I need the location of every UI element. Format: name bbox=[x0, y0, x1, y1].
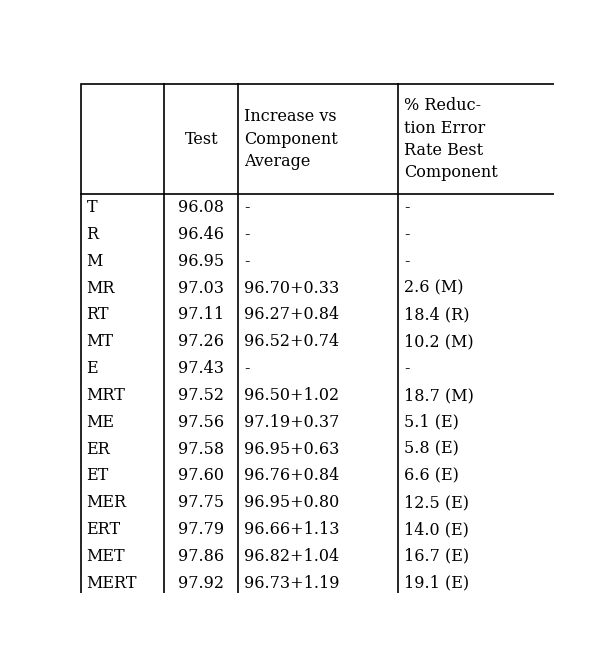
Text: 19.1 (E): 19.1 (E) bbox=[404, 575, 469, 591]
Text: 18.4 (R): 18.4 (R) bbox=[404, 306, 469, 324]
Text: T: T bbox=[86, 199, 97, 216]
Text: 97.19+0.37: 97.19+0.37 bbox=[244, 414, 339, 431]
Text: 96.50+1.02: 96.50+1.02 bbox=[244, 387, 339, 404]
Text: M: M bbox=[86, 253, 103, 270]
Text: -: - bbox=[244, 253, 249, 270]
Text: 96.73+1.19: 96.73+1.19 bbox=[244, 575, 339, 591]
Text: R: R bbox=[86, 226, 99, 243]
Text: ER: ER bbox=[86, 441, 110, 458]
Text: Increase vs
Component
Average: Increase vs Component Average bbox=[244, 109, 338, 170]
Text: Test: Test bbox=[185, 131, 218, 148]
Text: E: E bbox=[86, 360, 98, 377]
Text: 16.7 (E): 16.7 (E) bbox=[404, 548, 469, 565]
Text: 97.11: 97.11 bbox=[178, 306, 224, 324]
Text: MT: MT bbox=[86, 333, 113, 350]
Text: 96.82+1.04: 96.82+1.04 bbox=[244, 548, 339, 565]
Text: ET: ET bbox=[86, 468, 109, 484]
Text: 2.6 (M): 2.6 (M) bbox=[404, 280, 463, 296]
Text: 96.95+0.80: 96.95+0.80 bbox=[244, 494, 339, 511]
Text: -: - bbox=[244, 199, 249, 216]
Text: 97.26: 97.26 bbox=[179, 333, 224, 350]
Text: 14.0 (E): 14.0 (E) bbox=[404, 521, 469, 538]
Text: MR: MR bbox=[86, 280, 115, 296]
Text: % Reduc-
tion Error
Rate Best
Component: % Reduc- tion Error Rate Best Component bbox=[404, 97, 498, 181]
Text: 96.08: 96.08 bbox=[179, 199, 224, 216]
Text: 97.75: 97.75 bbox=[178, 494, 224, 511]
Text: -: - bbox=[244, 360, 249, 377]
Text: 97.03: 97.03 bbox=[179, 280, 224, 296]
Text: MER: MER bbox=[86, 494, 127, 511]
Text: 5.1 (E): 5.1 (E) bbox=[404, 414, 459, 431]
Text: 96.70+0.33: 96.70+0.33 bbox=[244, 280, 339, 296]
Text: MET: MET bbox=[86, 548, 125, 565]
Text: 97.52: 97.52 bbox=[179, 387, 224, 404]
Text: 97.58: 97.58 bbox=[178, 441, 224, 458]
Text: -: - bbox=[404, 253, 410, 270]
Text: 18.7 (M): 18.7 (M) bbox=[404, 387, 474, 404]
Text: -: - bbox=[404, 199, 410, 216]
Text: 12.5 (E): 12.5 (E) bbox=[404, 494, 469, 511]
Text: 5.8 (E): 5.8 (E) bbox=[404, 441, 459, 458]
Text: 96.66+1.13: 96.66+1.13 bbox=[244, 521, 339, 538]
Text: 97.60: 97.60 bbox=[179, 468, 224, 484]
Text: MERT: MERT bbox=[86, 575, 137, 591]
Text: ME: ME bbox=[86, 414, 115, 431]
Text: 10.2 (M): 10.2 (M) bbox=[404, 333, 474, 350]
Text: 97.86: 97.86 bbox=[178, 548, 224, 565]
Text: 96.27+0.84: 96.27+0.84 bbox=[244, 306, 339, 324]
Text: 96.46: 96.46 bbox=[179, 226, 224, 243]
Text: RT: RT bbox=[86, 306, 109, 324]
Text: -: - bbox=[404, 226, 410, 243]
Text: ERT: ERT bbox=[86, 521, 121, 538]
Text: 96.95: 96.95 bbox=[178, 253, 224, 270]
Text: MRT: MRT bbox=[86, 387, 126, 404]
Text: 97.56: 97.56 bbox=[178, 414, 224, 431]
Text: 96.76+0.84: 96.76+0.84 bbox=[244, 468, 339, 484]
Text: 96.52+0.74: 96.52+0.74 bbox=[244, 333, 339, 350]
Text: 97.79: 97.79 bbox=[178, 521, 224, 538]
Text: 6.6 (E): 6.6 (E) bbox=[404, 468, 459, 484]
Text: -: - bbox=[404, 360, 410, 377]
Text: -: - bbox=[244, 226, 249, 243]
Text: 96.95+0.63: 96.95+0.63 bbox=[244, 441, 339, 458]
Text: 97.43: 97.43 bbox=[179, 360, 224, 377]
Text: 97.92: 97.92 bbox=[179, 575, 224, 591]
